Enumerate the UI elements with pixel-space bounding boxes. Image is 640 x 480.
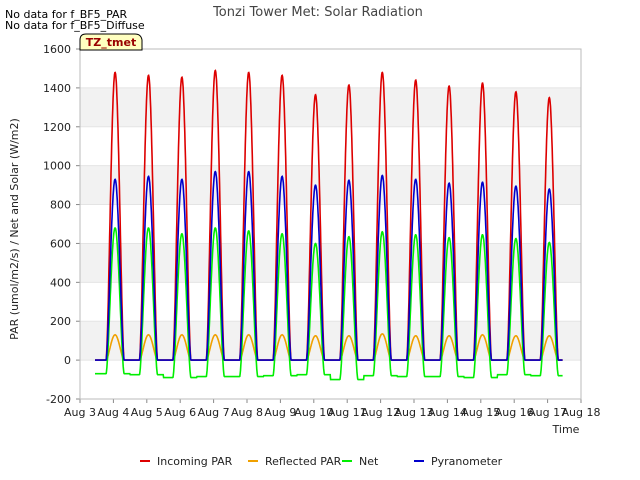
y-tick-label: 1000 [43, 160, 71, 173]
chart-title: Tonzi Tower Met: Solar Radiation [212, 5, 423, 20]
plot-frame [79, 48, 582, 400]
badge-shape [79, 33, 143, 51]
x-tick-label: Aug 3 [64, 406, 96, 419]
no-data-note-par: No data for f_BF5_PAR [5, 8, 128, 21]
series-line-net [95, 227, 563, 381]
series-lines [95, 69, 563, 381]
y-tick-label: 1200 [43, 121, 71, 134]
x-tick-label: Aug 7 [198, 406, 230, 419]
grid-band [80, 165, 581, 205]
series-line-pyranometer [95, 170, 563, 361]
y-tick-label: 1400 [43, 82, 71, 95]
x-tick-label: Aug 9 [264, 406, 296, 419]
grid-band [80, 87, 581, 127]
x-tick-label: Aug 4 [97, 406, 129, 419]
grid-band [80, 321, 581, 361]
x-tick-label: Aug 8 [231, 406, 263, 419]
y-tick-label: 800 [50, 199, 71, 212]
legend-label: Net [359, 455, 379, 468]
x-tick-label: Aug 14 [428, 406, 467, 419]
legend-label: Pyranometer [431, 455, 503, 468]
x-tick-label: Aug 17 [528, 406, 567, 419]
legend-label: Incoming PAR [157, 455, 233, 468]
x-tick-label: Aug 10 [294, 406, 333, 419]
grid-bands [80, 48, 581, 400]
x-tick-label: Aug 13 [395, 406, 434, 419]
y-tick-label: 0 [64, 354, 71, 367]
x-tick-label: Aug 16 [495, 406, 534, 419]
badge-label: TZ_tmet [86, 36, 136, 49]
x-axis-label: Time [552, 423, 580, 436]
y-tick-label: -200 [46, 393, 71, 406]
legend: Incoming PAR Reflected PAR Net Pyranometer [140, 455, 503, 468]
x-tick-label: Aug 6 [164, 406, 196, 419]
x-tick-label: Aug 12 [361, 406, 400, 419]
y-tick-label: 600 [50, 237, 71, 250]
legend-label: Reflected PAR [265, 455, 342, 468]
grid-band [80, 243, 581, 283]
no-data-note-diffuse: No data for f_BF5_Diffuse [5, 19, 145, 32]
y-tick-label: 200 [50, 315, 71, 328]
x-tick-label: Aug 5 [131, 406, 163, 419]
x-tick-label: Aug 18 [562, 406, 601, 419]
tz-badge: TZ_tmet [79, 33, 143, 51]
x-tick-label: Aug 15 [461, 406, 500, 419]
y-tick-label: 1600 [43, 43, 71, 56]
x-tick-label: Aug 11 [328, 406, 367, 419]
y-axis-ticks: -200 0 200 400 600 800 1000 1200 1400 1600 [43, 43, 80, 406]
y-axis-label: PAR (umol/m2/s) / Net and Solar (W/m2) [8, 118, 21, 340]
y-tick-label: 400 [50, 276, 71, 289]
